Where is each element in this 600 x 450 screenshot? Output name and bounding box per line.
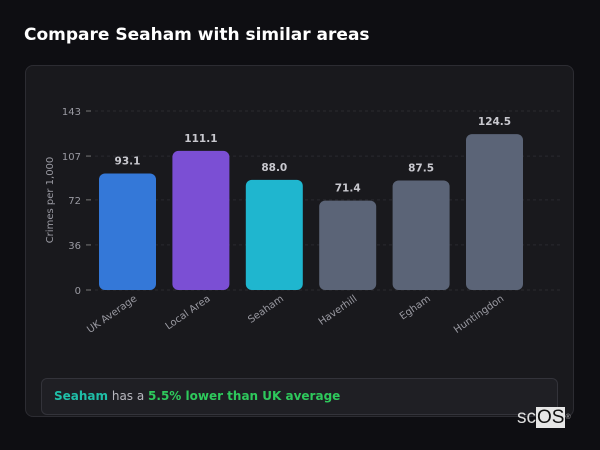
y-tick-label: 0 <box>75 286 81 297</box>
x-tick-label: Egham <box>398 293 433 322</box>
y-axis-label: Crimes per 1,000 <box>45 157 56 244</box>
bar-value-label: 111.1 <box>184 133 217 145</box>
x-tick-label: Seaham <box>246 293 286 325</box>
x-tick-label: Huntingdon <box>452 293 506 336</box>
bar-value-label: 87.5 <box>408 162 434 174</box>
x-tick-label: Local Area <box>164 293 213 332</box>
bar-value-label: 88.0 <box>261 162 287 174</box>
bar-seaham <box>245 179 303 290</box>
y-tick-label: 143 <box>62 107 81 118</box>
page-title: Compare Seaham with similar areas <box>24 25 370 45</box>
bar-value-label: 93.1 <box>115 155 141 167</box>
watermark-logo: scOS® <box>517 407 571 428</box>
bar-local-area <box>172 150 230 290</box>
summary-area-name: Seaham <box>54 389 109 403</box>
summary-comparison: 5.5% lower than UK average <box>148 389 341 403</box>
y-tick-label: 36 <box>68 241 81 252</box>
bar-huntingdon <box>466 134 523 290</box>
bar-haverhill <box>319 200 377 290</box>
x-tick-label: UK Average <box>85 293 139 335</box>
bar-value-label: 124.5 <box>478 116 511 128</box>
x-tick-label: Haverhill <box>317 293 360 327</box>
bar-egham <box>392 180 450 290</box>
summary-box: Seaham has a 5.5% lower than UK average <box>41 378 558 415</box>
bar-value-label: 71.4 <box>335 183 361 195</box>
bar-uk-average <box>99 173 156 290</box>
y-tick-label: 107 <box>62 152 81 163</box>
y-tick-label: 72 <box>68 196 81 207</box>
summary-text: has a <box>108 389 149 403</box>
